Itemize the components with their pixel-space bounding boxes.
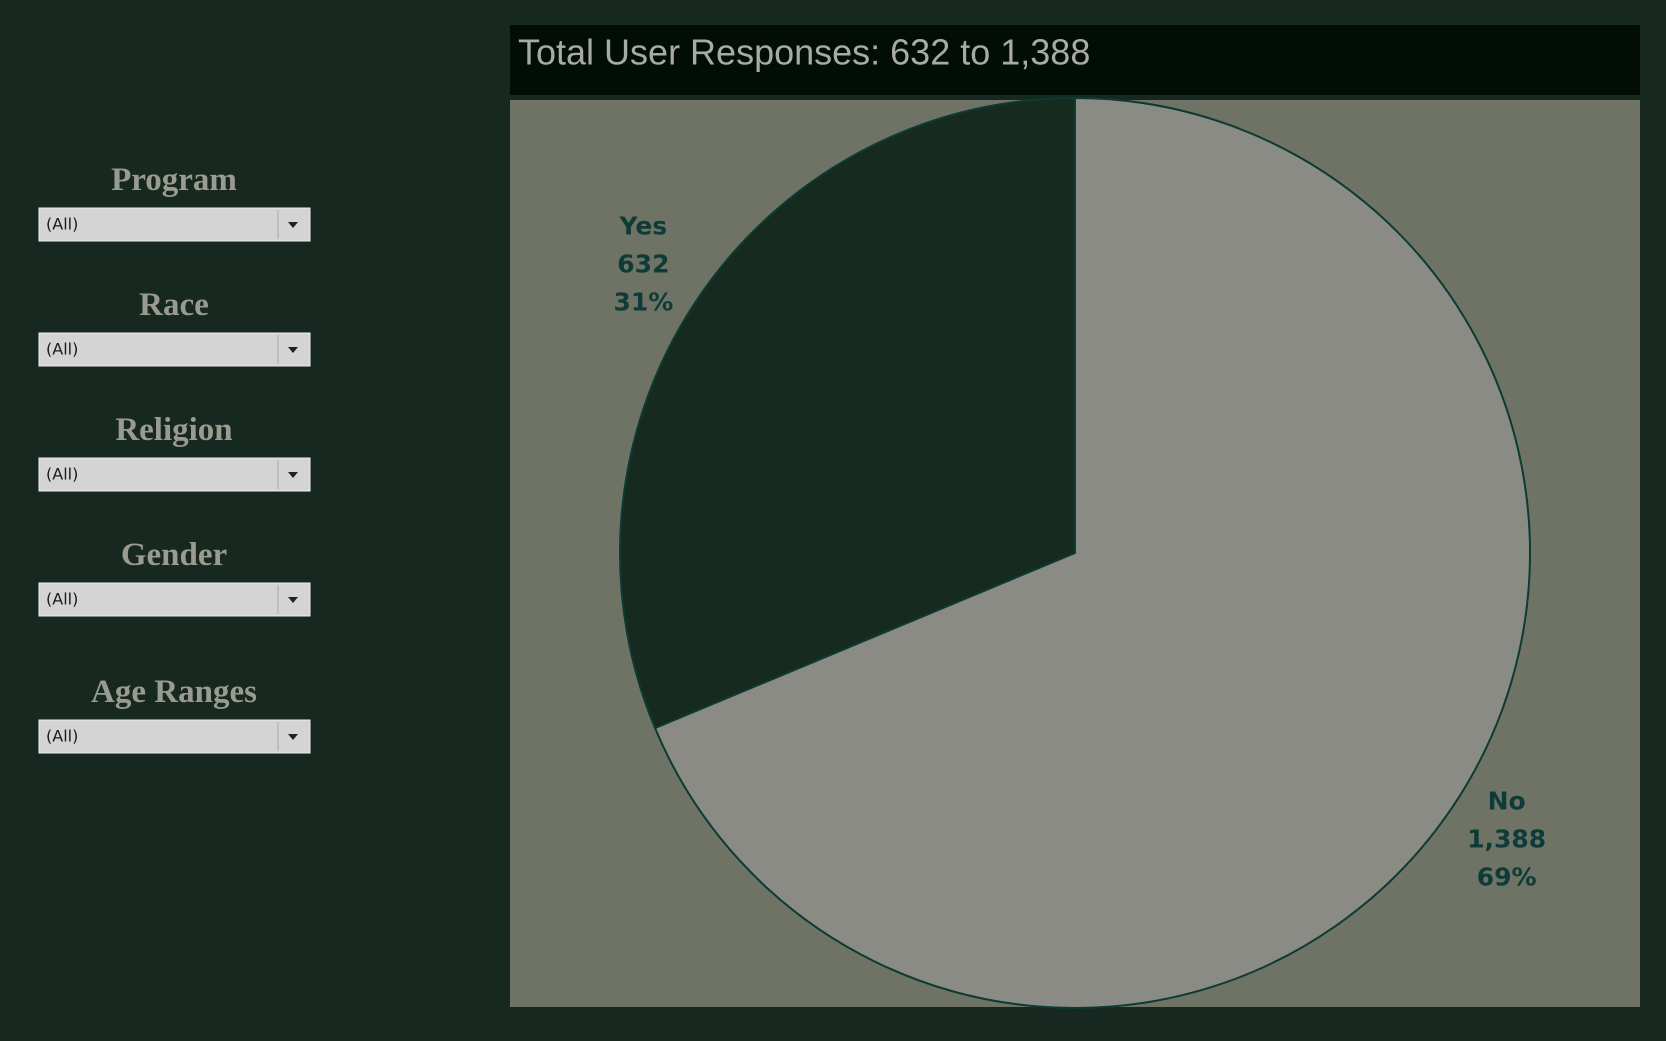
pie-slice: [653, 96, 1531, 1009]
slice-label: 632: [617, 249, 669, 278]
slice-label: No: [1488, 787, 1526, 816]
filter-value: (All): [46, 215, 78, 234]
filter-label: Age Ranges: [91, 674, 257, 710]
filter-dropdown[interactable]: [38, 207, 311, 242]
slice-label: Yes: [619, 211, 668, 240]
filter-label: Religion: [115, 412, 232, 448]
slice-label: 69%: [1477, 863, 1537, 892]
filter-dropdown[interactable]: [38, 582, 311, 617]
filter-value: (All): [46, 727, 78, 746]
dropdown-arrow: [288, 347, 298, 353]
dropdown-arrow: [288, 597, 298, 603]
dropdown-arrow: [288, 222, 298, 228]
filter-dropdown[interactable]: [38, 332, 311, 367]
pie-slice: [619, 96, 1076, 730]
filter-label: Race: [139, 287, 209, 323]
filter-label: Gender: [121, 537, 227, 573]
filter-label: Program: [111, 162, 237, 198]
dropdown-arrow: [288, 472, 298, 478]
filter-value: (All): [46, 590, 78, 609]
filter-dropdown[interactable]: [38, 457, 311, 492]
dropdown-arrow: [288, 734, 298, 740]
filter-value: (All): [46, 465, 78, 484]
filter-dropdown[interactable]: [38, 719, 311, 754]
filter-value: (All): [46, 340, 78, 359]
title-bar: [510, 25, 1640, 95]
chart-title: Total User Responses: 632 to 1,388: [518, 32, 1090, 73]
slice-label: 31%: [613, 287, 673, 316]
slice-label: 1,388: [1467, 825, 1546, 854]
